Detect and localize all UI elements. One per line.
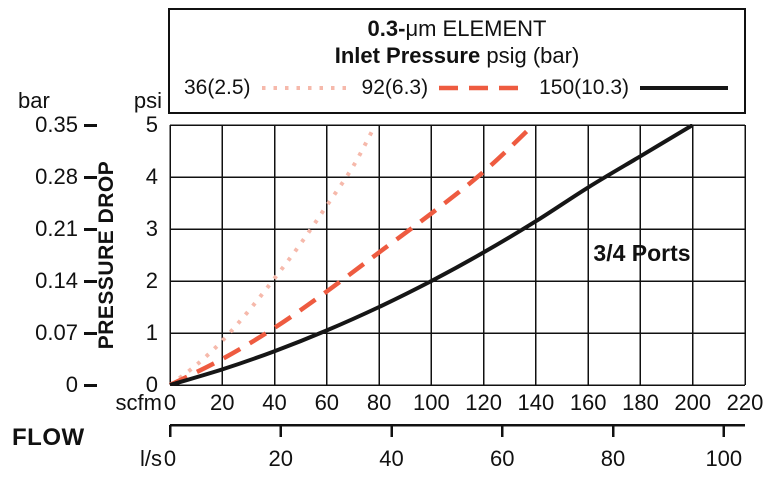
scfm-tick-label: 60 <box>314 390 340 415</box>
scfm-tick-label: 200 <box>674 390 712 415</box>
psi-tick-label: 3 <box>145 216 158 241</box>
psi-tick-label: 2 <box>145 268 158 293</box>
ls-tick-label: 100 <box>705 446 743 471</box>
scfm-tick-label: 160 <box>569 390 607 415</box>
scfm-tick-label: 120 <box>465 390 502 415</box>
legend-item: 150(10.3) <box>539 76 730 100</box>
ls-unit-label: l/s <box>140 446 162 471</box>
bar-tick-label: 0.28 <box>35 164 78 189</box>
curve-150103 <box>169 124 694 386</box>
plot-area <box>169 124 746 386</box>
bar-tick-label: 0.07 <box>35 320 78 345</box>
bar-unit-label: bar <box>18 88 50 113</box>
legend-label: 92(6.3) <box>361 76 429 99</box>
bar-tick-label: 0 <box>65 372 78 397</box>
bar-tick-mark <box>84 280 97 283</box>
legend-item: 36(2.5) <box>184 76 352 100</box>
bar-tick-label: 0.35 <box>35 112 78 137</box>
ls-tick-label: 80 <box>600 446 626 471</box>
legend-label: 150(10.3) <box>539 76 629 99</box>
scfm-tick-label: 40 <box>262 390 287 415</box>
legend-item: 92(6.3) <box>362 76 530 100</box>
bar-tick-label: 0.21 <box>35 216 78 241</box>
scfm-tick-label: 80 <box>366 390 392 415</box>
legend-line-sample-icon <box>640 86 728 90</box>
bar-tick-mark <box>84 332 97 335</box>
legend-box: 0.3-μm ELEMENT Inlet Pressure psig (bar)… <box>168 8 746 114</box>
ports-annotation: 3/4 Ports <box>593 240 691 266</box>
bar-tick-mark <box>84 176 97 179</box>
flow-label: FLOW <box>12 424 85 451</box>
psi-tick-label: 4 <box>145 164 158 189</box>
curve-3625 <box>169 126 376 386</box>
scfm-tick-label: 20 <box>210 390 235 415</box>
ls-tick-label: 0 <box>163 446 177 471</box>
scfm-tick-label: 140 <box>517 390 555 415</box>
scfm-tick-label: 100 <box>413 390 450 415</box>
scfm-tick-label: 180 <box>622 390 659 415</box>
bar-tick-mark <box>84 228 97 231</box>
chart-subtitle-bold: Inlet Pressure <box>334 43 481 68</box>
psi-tick-label: 1 <box>145 320 158 345</box>
psi-tick-label: 0 <box>145 372 158 397</box>
bar-tick-mark <box>84 384 97 387</box>
legend: 36(2.5) 92(6.3) 150(10.3) <box>170 69 744 100</box>
psi-tick-label: 5 <box>145 112 158 137</box>
chart-title-rest: μm ELEMENT <box>405 16 547 41</box>
ls-tick-label: 20 <box>268 446 293 471</box>
chart-title-bold: 0.3- <box>367 16 406 41</box>
chart-title: 0.3-μm ELEMENT <box>368 15 547 42</box>
bar-tick-label: 0.14 <box>35 268 78 293</box>
bar-tick-mark <box>84 124 97 127</box>
scfm-tick-label: 0 <box>163 390 177 415</box>
legend-label: 36(2.5) <box>184 76 251 99</box>
ls-tick-label: 40 <box>379 446 404 471</box>
scfm-unit-label: scfm <box>115 390 162 415</box>
psi-unit-label: psi <box>133 88 162 113</box>
chart-subtitle-rest: psig (bar) <box>480 43 580 68</box>
legend-line-sample-icon <box>439 85 528 91</box>
legend-line-sample-icon <box>261 86 350 90</box>
chart-subtitle: Inlet Pressure psig (bar) <box>335 42 580 69</box>
ls-tick-label: 60 <box>490 446 515 471</box>
scfm-tick-label: 220 <box>726 390 764 415</box>
curve-9263 <box>169 125 533 386</box>
ls-axis <box>169 423 745 437</box>
